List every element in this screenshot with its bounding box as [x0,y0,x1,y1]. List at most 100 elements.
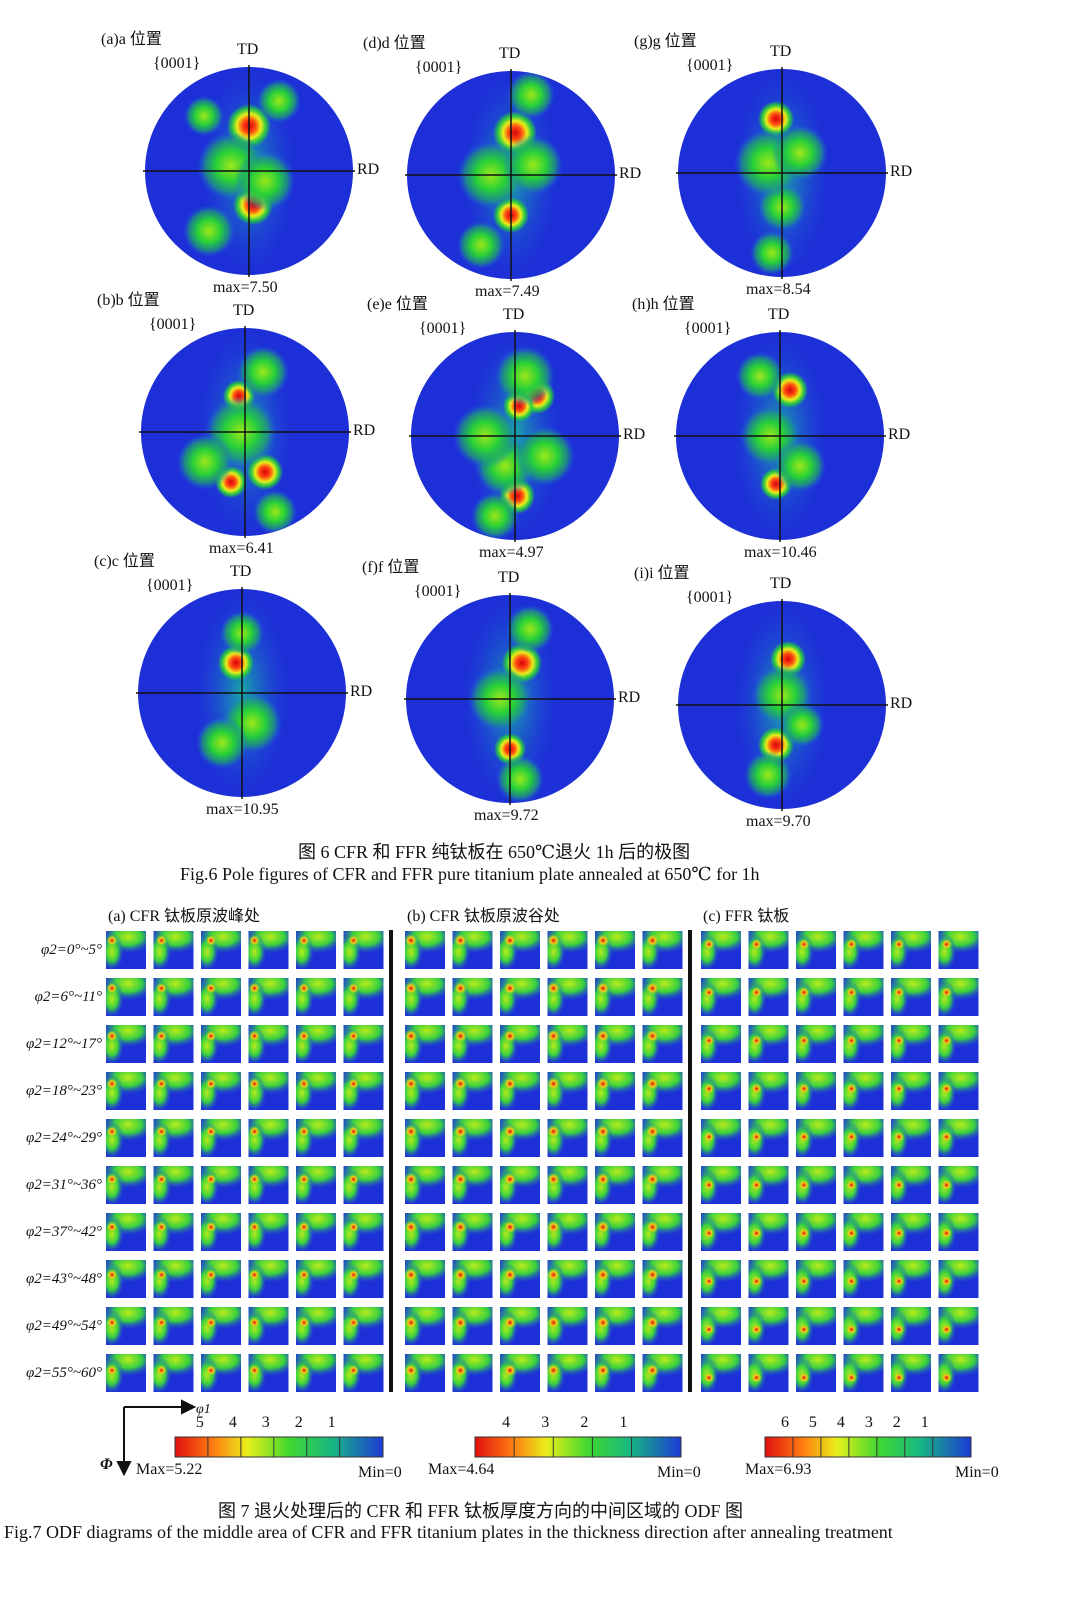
odf-peak [453,1172,468,1187]
pole-figure-1 [405,69,617,281]
odf-peak [845,1323,858,1336]
td-label: TD [237,41,259,58]
odf-peak [750,1130,763,1143]
odf-peak [547,981,561,996]
odf-peak [106,1364,118,1377]
odf-peak [248,1030,261,1043]
odf-section [296,931,336,969]
odf-peak [798,1034,810,1047]
odf-section [452,1354,493,1392]
odf-section [642,931,683,969]
odf-peak [453,1124,468,1139]
odf-peak [503,1220,517,1235]
odf-section [343,1025,384,1063]
odf-section [796,1166,836,1204]
panel-label: (c)c 位置 [94,553,155,570]
odf-peak [106,1173,118,1186]
odf-peak [798,1130,810,1143]
odf-section [701,1166,741,1204]
odf-section [106,931,146,969]
odf-peak [750,1034,763,1047]
odf-peak [453,1267,468,1282]
odf-section [405,1307,445,1345]
odf-section [296,1166,336,1204]
td-label: TD [233,302,255,319]
odf-section [701,1354,741,1392]
odf-section [796,1072,836,1110]
odf-peak [248,1316,261,1329]
odf-section [891,1260,931,1298]
odf-section [642,1354,683,1392]
odf-section [296,1025,336,1063]
odf-section [701,1119,741,1157]
odf-peak [703,1371,715,1384]
odf-section [748,1307,789,1345]
colorbar-tick-label: 6 [780,1414,789,1431]
colorbar-max-label: Max=5.22 [136,1461,203,1478]
odf-peak [106,982,118,995]
odf-peak [940,1034,953,1047]
odf-peak [703,938,715,951]
odf-section [891,1213,931,1251]
odf-peak [940,1179,953,1191]
odf-section [796,1307,836,1345]
odf-section [405,978,445,1016]
odf-peak [940,1082,953,1095]
odf-peak [298,1030,310,1043]
odf-section [938,1072,979,1110]
colorbar-tick-label: 1 [619,1414,628,1431]
odf-section [843,931,884,969]
colorbar-tick-label: 2 [892,1414,901,1431]
odf-peak [248,1125,261,1138]
odf-section [547,931,588,969]
odf-section [891,1072,931,1110]
intensity-region [736,352,784,400]
odf-group-title: (b) CFR 钛板原波谷处 [407,908,560,925]
miller-index: {0001} [146,577,194,594]
odf-peak [405,981,418,996]
odf-section [843,1166,884,1204]
odf-peak [298,1221,310,1234]
intensity-region [457,221,505,269]
odf-peak [205,1364,217,1377]
intensity-region [515,426,575,486]
odf-section [500,1025,540,1063]
odf-peak [645,1363,660,1378]
odf-section [891,1354,931,1392]
odf-section [201,1260,241,1298]
max-label: max=6.41 [209,540,274,557]
odf-peak [547,933,561,948]
odf-peak [596,1267,610,1282]
colorbar [764,1436,972,1458]
odf-section [748,1213,789,1251]
odf-peak [298,1077,310,1090]
odf-peak [645,933,660,948]
odf-peak [547,1315,561,1330]
intensity-region [503,135,563,195]
odf-section [748,1072,789,1110]
phi2-row-label: φ2=12°~17° [25,1036,102,1052]
odf-peak [845,938,858,951]
odf-peak [893,938,905,951]
odf-section [106,1260,146,1298]
intensity-region [253,490,297,534]
odf-peak [845,1130,858,1143]
odf-peak [645,981,660,996]
odf-section [796,978,836,1016]
odf-section [452,978,493,1016]
odf-section [547,1119,588,1157]
odf-peak [205,1030,217,1043]
odf-section [595,1307,635,1345]
odf-section [843,1307,884,1345]
pole-figure-0 [143,65,355,277]
odf-peak [453,1076,468,1091]
odf-section [452,1213,493,1251]
odf-peak [547,1172,561,1187]
intensity-region [196,717,248,769]
odf-section [452,1072,493,1110]
odf-section [405,1354,445,1392]
odf-section [843,1025,884,1063]
odf-section [547,1072,588,1110]
odf-section [296,1119,336,1157]
odf-peak [645,1220,660,1235]
